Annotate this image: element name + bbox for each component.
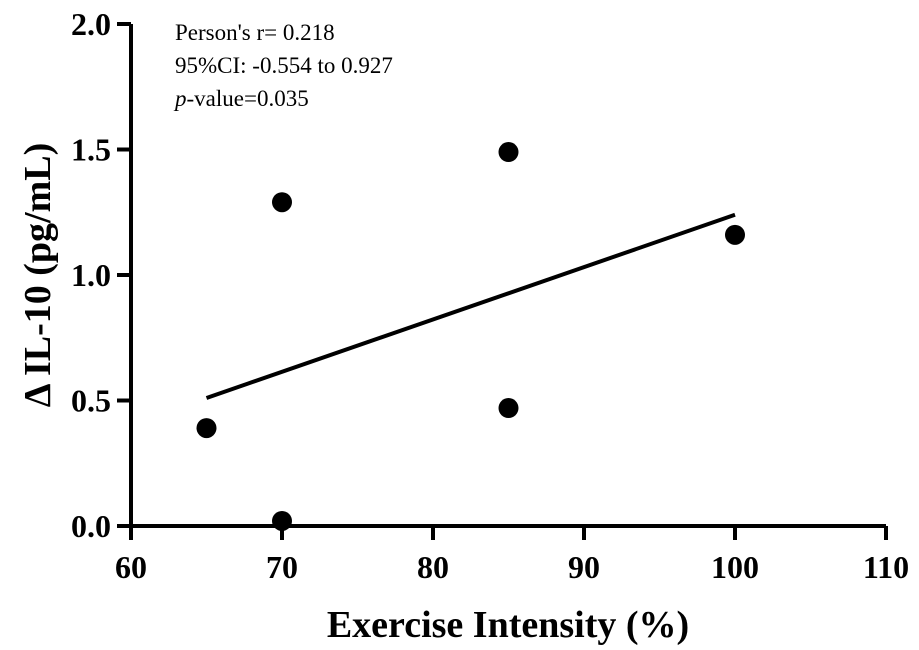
y-axis-title: Δ IL-10 (pg/mL): [17, 143, 59, 408]
y-ticks: 0.0 0.5 1.0 1.5 2.0: [71, 6, 131, 544]
annotation-confidence-interval: 95%CI: -0.554 to 0.927: [175, 53, 393, 78]
data-point: [498, 142, 519, 163]
x-tick-label: 100: [711, 549, 759, 585]
y-tick-label: 2.0: [71, 6, 111, 42]
y-tick-label: 1.0: [71, 257, 111, 293]
x-tick-label: 60: [115, 549, 147, 585]
data-point: [498, 398, 519, 419]
annotation-p-symbol: p: [173, 86, 187, 111]
x-axis-title: Exercise Intensity (%): [327, 604, 689, 646]
x-tick-label: 70: [266, 549, 298, 585]
annotation-p-value: p-value=0.035: [173, 86, 309, 111]
y-tick-label: 0.0: [71, 508, 111, 544]
annotation-p-value-text: -value=0.035: [187, 86, 309, 111]
y-tick-label: 0.5: [71, 383, 111, 419]
x-ticks: 60 70 80 90 100 110: [115, 526, 909, 585]
annotation-pearson-r: Person's r= 0.218: [175, 20, 335, 45]
y-tick-label: 1.5: [71, 132, 111, 168]
x-tick-label: 80: [417, 549, 449, 585]
data-points: [196, 142, 745, 531]
data-point: [272, 510, 292, 531]
data-point: [272, 192, 292, 213]
regression-line: [205, 212, 736, 400]
x-tick-label: 90: [568, 549, 600, 585]
x-tick-label: 110: [863, 549, 909, 585]
data-point: [725, 224, 745, 245]
data-point: [196, 418, 217, 439]
